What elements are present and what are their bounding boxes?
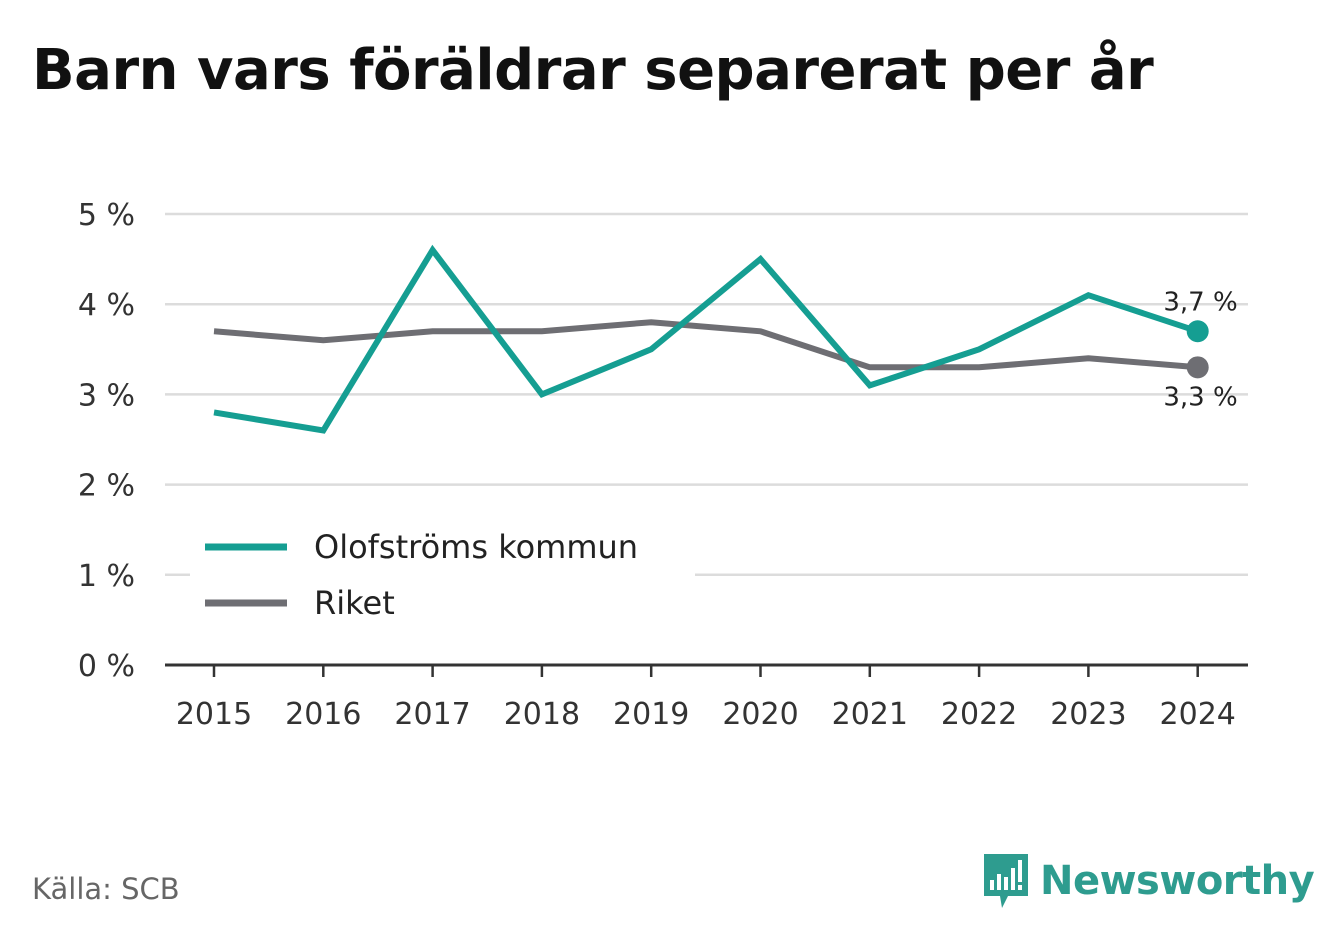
x-tick-label: 2017 bbox=[394, 697, 470, 732]
legend-label: Olofströms kommun bbox=[314, 528, 638, 566]
y-tick-label: 4 % bbox=[78, 288, 135, 323]
end-label: 3,7 % bbox=[1163, 287, 1237, 317]
series-line bbox=[213, 319, 1198, 371]
y-axis: 0 % 1 % 2 % 3 % 4 % 5 % bbox=[78, 198, 135, 684]
x-tick-label: 2015 bbox=[176, 697, 252, 732]
y-tick-label: 1 % bbox=[78, 559, 135, 594]
source-label: Källa: SCB bbox=[32, 872, 180, 906]
legend: Olofströms kommun Riket bbox=[190, 519, 695, 637]
series-line bbox=[213, 244, 1199, 434]
end-point bbox=[1186, 356, 1209, 379]
brand-logo: Newsworthy bbox=[982, 852, 1315, 910]
x-tick-label: 2023 bbox=[1050, 697, 1126, 732]
y-tick-label: 5 % bbox=[78, 198, 135, 233]
end-label: 3,3 % bbox=[1163, 382, 1237, 412]
y-tick-label: 2 % bbox=[78, 469, 135, 504]
chart-title: Barn vars föräldrar separerat per år bbox=[32, 38, 1154, 103]
end-points: 3,7 % 3,3 % bbox=[1163, 287, 1237, 412]
x-tick-label: 2020 bbox=[722, 697, 798, 732]
x-tick-label: 2021 bbox=[832, 697, 908, 732]
y-tick-label: 3 % bbox=[78, 378, 135, 413]
x-axis: 2015 2016 2017 2018 2019 2020 2021 2022 2023 2024 bbox=[165, 663, 1248, 732]
x-tick-label: 2018 bbox=[504, 697, 580, 732]
end-point bbox=[1186, 320, 1209, 343]
x-tick-label: 2019 bbox=[613, 697, 689, 732]
x-tick-label: 2016 bbox=[285, 697, 361, 732]
x-tick-label: 2024 bbox=[1160, 697, 1236, 732]
x-tick-label: 2022 bbox=[941, 697, 1017, 732]
legend-label: Riket bbox=[314, 584, 395, 622]
legend-box bbox=[190, 519, 695, 637]
brand-name: Newsworthy bbox=[1040, 858, 1315, 904]
series-lines bbox=[213, 244, 1199, 434]
y-tick-label: 0 % bbox=[78, 649, 135, 684]
newsworthy-logo-icon bbox=[984, 854, 1028, 908]
